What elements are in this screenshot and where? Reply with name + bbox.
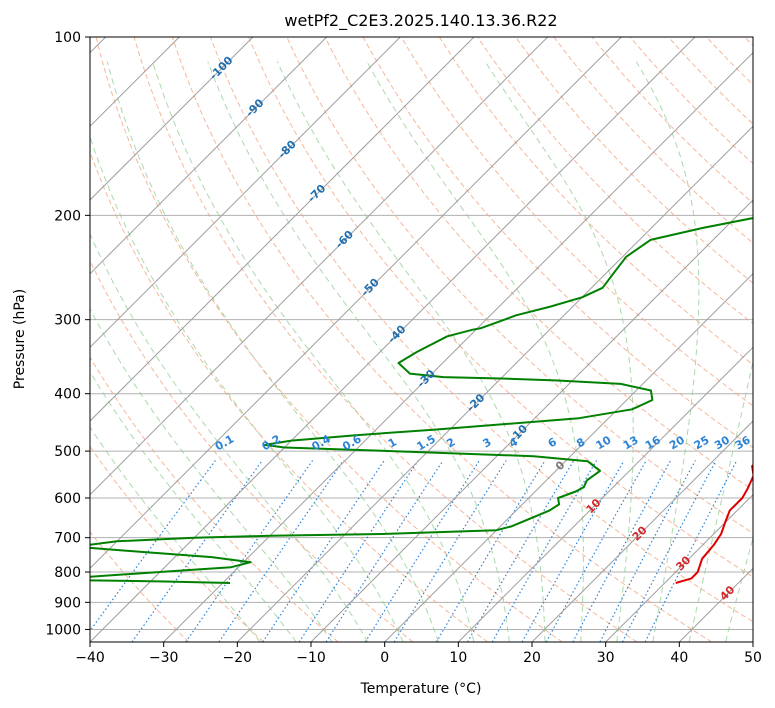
isotherm-line [531,420,753,642]
mixing-ratio-line [218,460,344,642]
mixing-ratio-line [90,460,216,632]
moist-adiabat [90,232,369,642]
plot-frame [89,36,754,643]
isotherm-line [90,37,549,496]
x-tick-label: 20 [523,650,541,666]
y-tick-label: 900 [54,595,81,611]
moist-adiabat [152,61,475,642]
dewpoint-profile-line [90,217,753,584]
temperature-profile-line [675,464,753,584]
dry-adiabats [90,37,753,642]
moist-adiabat [276,61,546,642]
isotherm-line [90,37,401,349]
moist-adiabat [90,135,404,642]
dry-adiabat [90,259,414,642]
isotherm-line [384,272,753,642]
moist-adiabat [106,61,439,642]
moist-adiabat [90,307,333,642]
y-tick-label: 100 [54,30,81,46]
isotherm-line [90,37,696,642]
dry-adiabat [400,37,753,407]
mixing-ratio-line [644,460,738,642]
x-tick-label: 40 [670,650,688,666]
dry-adiabat [90,356,339,642]
isotherm-line [163,51,753,642]
moist-adiabat [688,359,753,642]
y-tick-label: 1000 [45,622,81,638]
mixing-ratio-line [435,460,546,642]
x-tick-label: 10 [449,650,467,666]
plot-area: -100-90-80-70-60-50-40-30-20-10010203040… [90,37,753,642]
dry-adiabat [133,37,638,642]
x-tick-label: 50 [744,650,762,666]
moist-adiabat [725,536,753,642]
moist-adiabat [207,61,510,642]
mixing-ratio-lines [90,460,738,642]
x-axis-ticks: −40 −30 −20 −10 0 10 20 30 40 50 [75,642,762,666]
isotherm-line [90,37,475,422]
mixing-ratio-line [466,460,575,642]
y-tick-label: 200 [54,208,81,224]
y-tick-label: 300 [54,313,81,329]
dry-adiabat [324,37,753,491]
y-tick-label: 800 [54,565,81,581]
isotherm-line [605,493,753,642]
mixing-ratio-line [491,460,598,642]
dry-adiabat [477,37,753,325]
isotherm-line [90,37,254,201]
mixing-ratio-line [185,460,314,642]
y-axis-title: Pressure (hPa) [12,289,28,389]
isotherm-line [457,346,753,642]
dry-adiabat [95,37,563,642]
mixing-ratio-line [393,460,507,642]
dry-adiabat [171,37,712,642]
x-tick-label: −10 [296,650,326,666]
y-tick-label: 400 [54,387,81,403]
dry-adiabat [553,37,753,244]
moist-adiabat [90,370,297,642]
moist-adiabat [484,61,634,642]
dry-adiabat [286,37,753,534]
isotherm-line [236,125,753,642]
x-tick-label: −30 [149,650,179,666]
mixing-ratio-line [298,460,419,642]
x-tick-label: 0 [380,650,389,666]
mixing-ratio-line [521,460,625,642]
chart-title: wetPf2_C2E3.2025.140.13.36.R22 [284,11,557,31]
x-tick-label: −40 [75,650,105,666]
isotherm-line [90,37,328,275]
moist-adiabat [90,426,261,642]
isotherm-line [310,199,753,642]
x-axis-title: Temperature (°C) [360,681,482,697]
y-tick-label: 700 [54,531,81,547]
y-axis-ticks: 100 200 300 400 500 600 700 800 900 1000 [45,30,90,638]
dry-adiabat [438,37,753,365]
dry-adiabat [248,37,753,578]
x-tick-label: −20 [223,650,253,666]
dry-adiabat [591,37,753,204]
x-tick-label: 30 [597,650,615,666]
dry-adiabat [90,150,488,642]
y-tick-label: 600 [54,491,81,507]
mixing-ratio-line [131,460,263,642]
dry-adiabat [90,531,190,642]
mixing-ratio-line [262,460,385,642]
mixing-ratio-line [545,460,647,642]
y-tick-label: 500 [54,444,81,460]
sounding-profiles [90,217,753,584]
dry-adiabat [210,37,753,623]
